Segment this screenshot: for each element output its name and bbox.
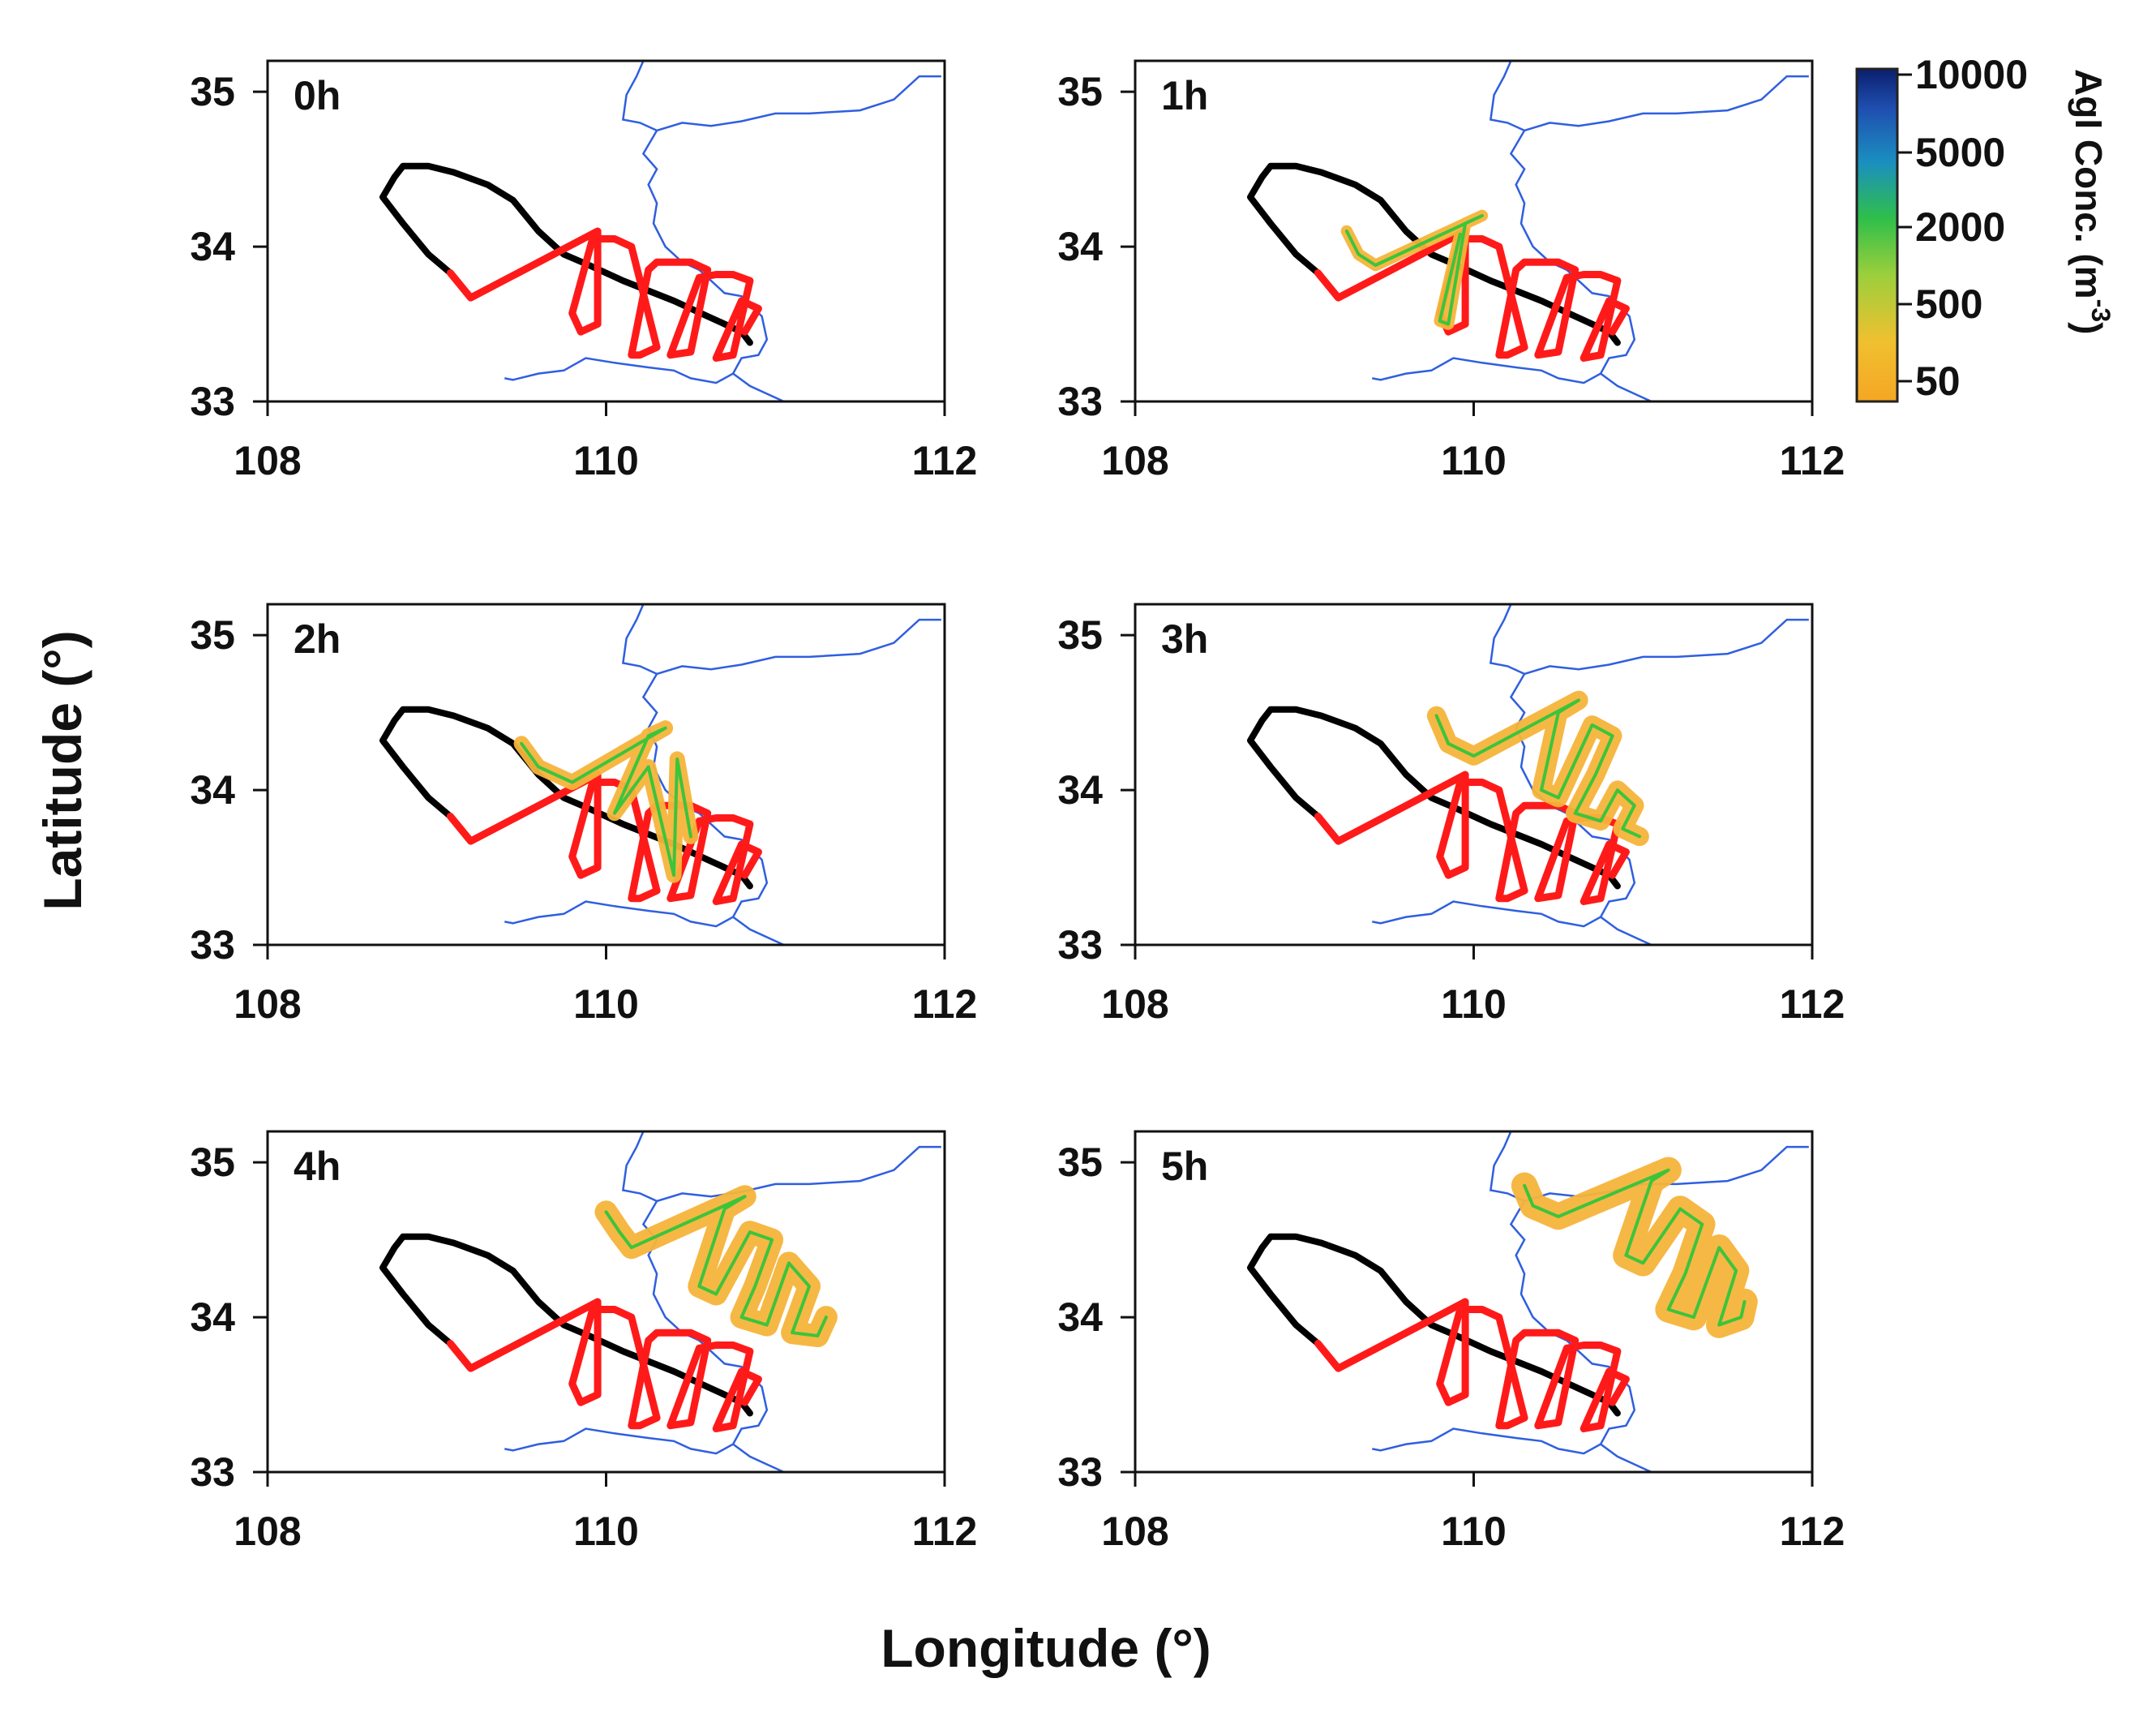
y-tick-label: 33 (1057, 379, 1103, 424)
x-tick-label: 112 (912, 981, 978, 1027)
x-tick-label: 110 (573, 981, 639, 1027)
x-tick-label: 112 (1780, 981, 1845, 1027)
flight-track (379, 162, 753, 346)
seeding-track (446, 1298, 762, 1432)
colorbar-tick-label: 50 (1915, 358, 1961, 404)
x-tick-label: 110 (573, 1509, 639, 1554)
panel-4h: 4h 108 110 112 33 34 35 (190, 1130, 978, 1554)
y-tick-label: 33 (1057, 1449, 1103, 1495)
colorbar-tick-label: 5000 (1915, 130, 2005, 175)
panel-label: 5h (1161, 1144, 1208, 1189)
y-tick-label: 34 (1057, 224, 1103, 269)
flight-track (379, 1233, 753, 1417)
plot-area (268, 61, 945, 401)
colorbar-title-superscript: -3 (2086, 299, 2115, 322)
colorbar-tick-label: 500 (1915, 281, 1982, 327)
y-tick-label: 35 (1057, 1140, 1103, 1185)
x-axis-title: Longitude (°) (881, 1618, 1211, 1678)
x-tick-label: 108 (234, 438, 301, 483)
river-branch (732, 372, 785, 401)
y-axis-title: Latitude (°) (32, 630, 92, 910)
plot-area (268, 1131, 945, 1472)
flight-track (1247, 162, 1621, 346)
plot-area (1135, 61, 1812, 401)
seeding-track (1314, 227, 1630, 362)
y-tick-label: 35 (190, 612, 235, 658)
river-branch (1600, 916, 1652, 945)
x-tick-label: 110 (1441, 981, 1507, 1027)
panel-label: 1h (1161, 73, 1208, 118)
river-branch (1489, 1131, 1525, 1203)
y-tick-label: 33 (190, 922, 235, 968)
plot-area (268, 604, 945, 945)
plume-core (1434, 698, 1642, 839)
plot-area (1135, 604, 1812, 945)
seeding-track (1314, 771, 1630, 905)
panel-5h: 5h 108 110 112 33 34 35 (1057, 1130, 1845, 1554)
river-branch (621, 604, 658, 676)
x-tick-label: 108 (234, 1509, 301, 1554)
y-tick-label: 33 (190, 379, 235, 424)
panel-label: 0h (294, 73, 341, 118)
colorbar: 10000 5000 2000 500 50 AgI Conc. (m-3) (1855, 52, 2115, 404)
plume-core (604, 1195, 828, 1337)
flight-track (1247, 706, 1621, 890)
x-tick-label: 110 (1441, 1509, 1507, 1554)
river-branch (732, 1443, 785, 1472)
x-tick-label: 110 (1441, 438, 1507, 483)
y-tick-label: 35 (190, 1140, 235, 1185)
x-tick-label: 112 (912, 438, 978, 483)
x-tick-label: 108 (1101, 438, 1168, 483)
river-branch (621, 1131, 658, 1203)
x-tick-label: 110 (573, 438, 639, 483)
y-tick-label: 34 (1057, 767, 1103, 813)
y-tick-label: 34 (190, 1294, 235, 1340)
panel-0h: 0h 108 110 112 33 34 35 (190, 59, 978, 483)
x-tick-label: 112 (1780, 438, 1845, 483)
panel-label: 3h (1161, 616, 1208, 662)
y-tick-label: 34 (190, 224, 235, 269)
colorbar-title-close: ) (2068, 322, 2110, 334)
x-tick-label: 112 (912, 1509, 978, 1554)
flight-track (1247, 1233, 1621, 1417)
x-tick-label: 108 (1101, 981, 1168, 1027)
river-branch (1600, 1443, 1652, 1472)
y-tick-label: 33 (1057, 922, 1103, 968)
river-branch (732, 916, 785, 945)
plume-core (1523, 1168, 1747, 1327)
river-branch (1600, 372, 1652, 401)
y-tick-label: 35 (1057, 612, 1103, 658)
river-branch (1489, 604, 1525, 676)
colorbar-title-text: AgI Conc. (m (2068, 69, 2110, 299)
panel-1h: 1h 108 110 112 33 34 35 (1057, 59, 1845, 483)
plume-core (520, 726, 692, 878)
panel-2h: 2h 108 110 112 33 34 35 (190, 603, 978, 1027)
river-branch (621, 61, 658, 132)
y-tick-label: 34 (1057, 1294, 1103, 1340)
colorbar-tick-label: 10000 (1915, 52, 2028, 97)
y-tick-label: 34 (190, 767, 235, 813)
river-branch (1489, 61, 1525, 132)
colorbar-title: AgI Conc. (m-3) (2068, 69, 2115, 334)
colorbar-ticks: 10000 5000 2000 500 50 (1897, 52, 2028, 404)
x-tick-label: 112 (1780, 1509, 1845, 1554)
y-tick-label: 35 (190, 69, 235, 114)
panel-label: 2h (294, 616, 341, 662)
colorbar-tick-label: 2000 (1915, 204, 2005, 250)
panel-label: 4h (294, 1144, 341, 1189)
colorbar-gradient (1855, 67, 1899, 403)
y-tick-label: 33 (190, 1449, 235, 1495)
seeding-track (1314, 1298, 1630, 1432)
plume-core (1344, 213, 1484, 326)
seeding-track (446, 227, 762, 362)
x-tick-label: 108 (234, 981, 301, 1027)
y-tick-label: 35 (1057, 69, 1103, 114)
panel-3h: 3h 108 110 112 33 34 35 (1057, 603, 1845, 1027)
x-tick-label: 108 (1101, 1509, 1168, 1554)
